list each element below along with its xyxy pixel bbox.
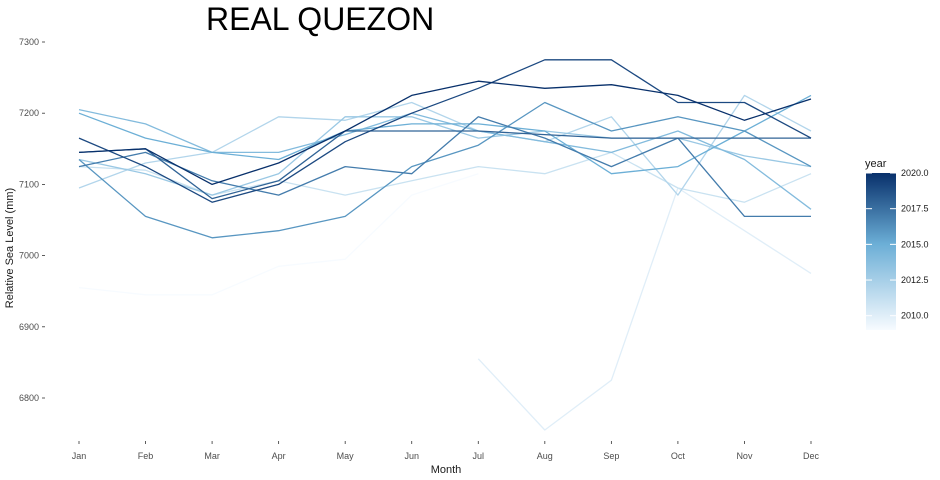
x-tick-label: Jul bbox=[473, 451, 485, 461]
x-tick-label: Oct bbox=[671, 451, 686, 461]
x-tick-label: Feb bbox=[138, 451, 154, 461]
legend-tick-label: 2017.5 bbox=[901, 204, 929, 214]
x-axis: Jan Feb Mar Apr May Jun Jul Aug Sep Oct Nov Dec bbox=[72, 441, 820, 461]
chart-title: REAL QUEZON bbox=[206, 1, 434, 37]
x-tick-label: Dec bbox=[803, 451, 820, 461]
legend-title: year bbox=[865, 158, 887, 170]
x-axis-title: Month bbox=[431, 464, 462, 476]
legend-tick-label: 2015.0 bbox=[901, 239, 929, 249]
y-axis-title: Relative Sea Level (mm) bbox=[4, 188, 16, 308]
x-tick-label: Nov bbox=[736, 451, 753, 461]
series-line-2009 bbox=[78, 173, 479, 296]
y-axis: 6800 6900 7000 7100 7200 7300 bbox=[19, 37, 45, 403]
x-tick-label: Mar bbox=[204, 451, 220, 461]
series-line-2010 bbox=[477, 187, 812, 431]
y-tick-label: 6800 bbox=[19, 393, 39, 403]
series-line-2020 bbox=[78, 80, 812, 186]
x-tick-label: Jun bbox=[404, 451, 419, 461]
legend: year 2010.0 2012.5 2015.0 2017.5 2020.0 bbox=[865, 158, 929, 330]
series-line-2016 bbox=[78, 101, 812, 239]
x-tick-label: May bbox=[337, 451, 355, 461]
series-line-2012 bbox=[78, 94, 812, 196]
legend-colorbar bbox=[866, 173, 896, 330]
series-line-2019 bbox=[78, 59, 812, 203]
series-line-2015 bbox=[78, 94, 812, 175]
y-tick-label: 7100 bbox=[19, 179, 39, 189]
x-tick-label: Jan bbox=[72, 451, 87, 461]
y-tick-label: 7200 bbox=[19, 108, 39, 118]
y-tick-label: 7000 bbox=[19, 251, 39, 261]
series-line-2018 bbox=[78, 130, 811, 200]
series-line-2017 bbox=[78, 116, 811, 218]
y-tick-label: 6900 bbox=[19, 322, 39, 332]
legend-ticks: 2010.0 2012.5 2015.0 2017.5 2020.0 bbox=[866, 168, 929, 321]
legend-tick-label: 2010.0 bbox=[901, 311, 929, 321]
x-tick-label: Aug bbox=[537, 451, 553, 461]
series-line-2013 bbox=[78, 116, 812, 196]
legend-tick-label: 2012.5 bbox=[901, 275, 929, 285]
x-tick-label: Apr bbox=[272, 451, 286, 461]
series-lines bbox=[78, 59, 812, 431]
y-tick-label: 7300 bbox=[19, 37, 39, 47]
legend-tick-label: 2020.0 bbox=[901, 168, 929, 178]
series-line-2014 bbox=[78, 108, 812, 210]
x-tick-label: Sep bbox=[603, 451, 619, 461]
